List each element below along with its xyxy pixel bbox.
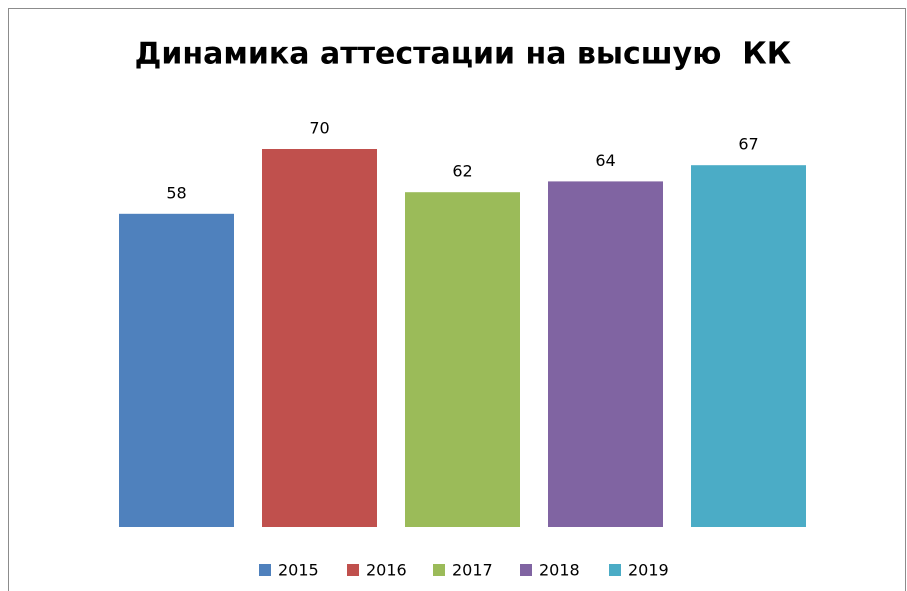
legend-swatch <box>520 564 532 576</box>
bar <box>691 165 806 527</box>
value-label: 67 <box>738 135 758 154</box>
legend-label: 2018 <box>539 561 580 580</box>
legend-swatch <box>259 564 271 576</box>
bar <box>119 213 234 528</box>
legend-label: 2019 <box>628 561 669 580</box>
value-label: 70 <box>309 119 329 138</box>
legend-swatch <box>347 564 359 576</box>
legend-label: 2017 <box>452 561 493 580</box>
bar <box>548 181 663 527</box>
value-label: 58 <box>166 183 186 202</box>
legend-swatch <box>433 564 445 576</box>
bar <box>405 192 520 527</box>
value-label: 64 <box>595 151 615 170</box>
legend-label: 2015 <box>278 561 319 580</box>
bar <box>262 149 377 527</box>
legend-swatch <box>609 564 621 576</box>
chart-title: Динамика аттестации на высшую КК <box>135 37 792 72</box>
legend-label: 2016 <box>366 561 407 580</box>
value-label: 62 <box>452 162 472 181</box>
